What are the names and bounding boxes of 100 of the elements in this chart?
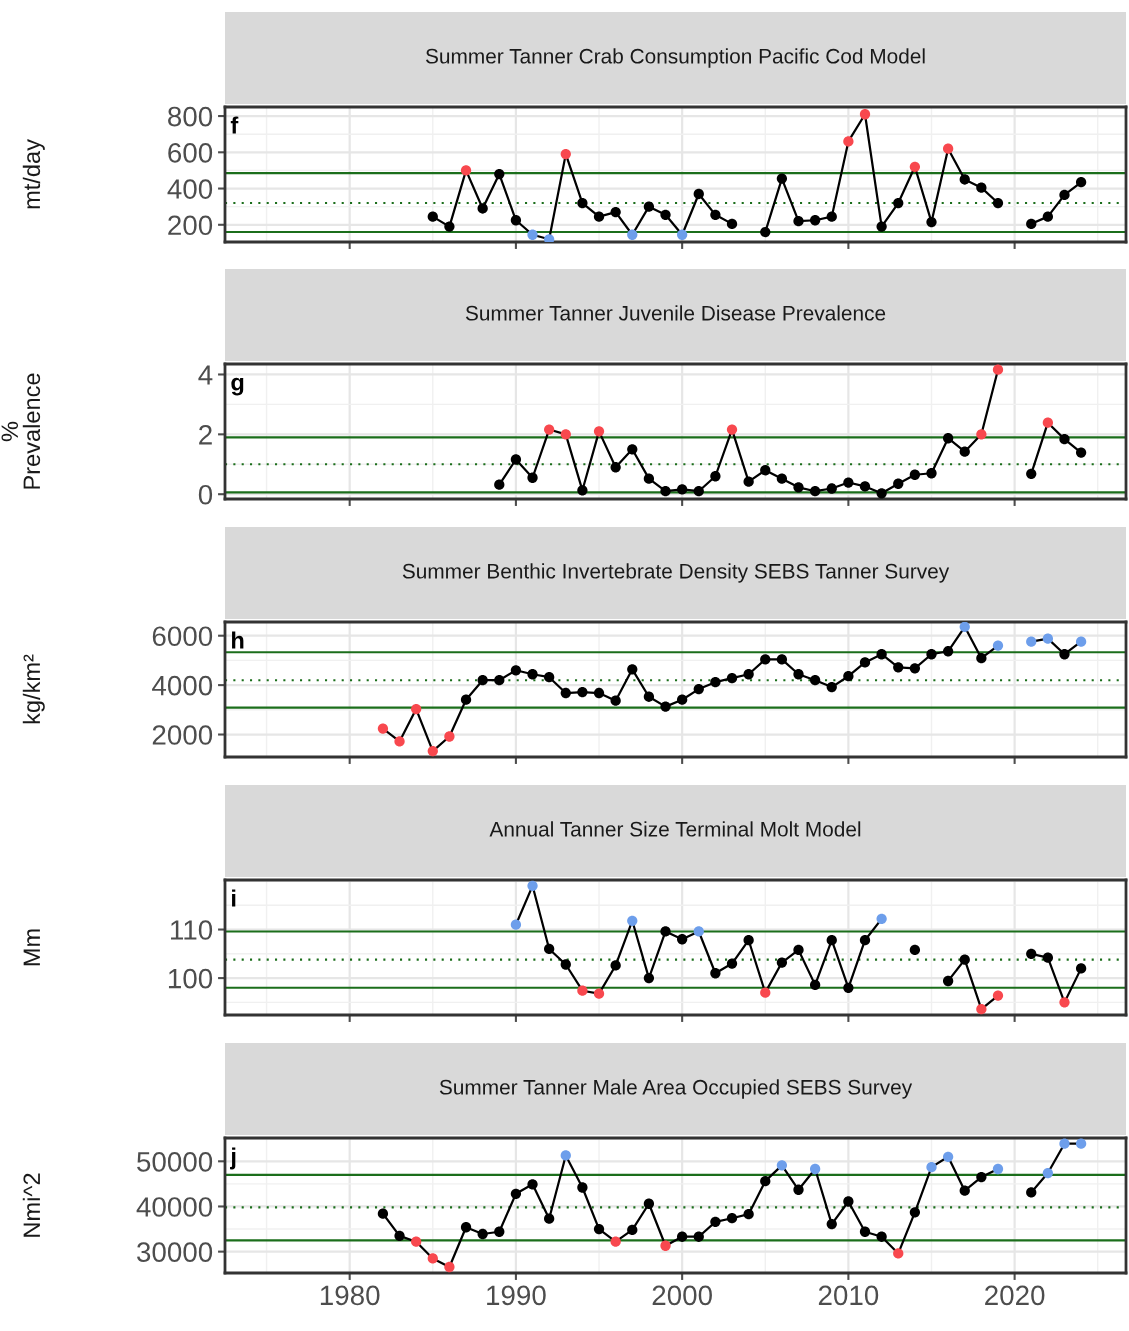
point: [826, 211, 837, 222]
point: [677, 484, 688, 495]
point: [1026, 468, 1037, 480]
point: [893, 662, 904, 673]
point: [859, 935, 871, 946]
point: [976, 182, 987, 193]
point: [876, 221, 887, 232]
point: [610, 960, 621, 971]
point: [677, 229, 688, 240]
point: [394, 1230, 405, 1241]
y-tick-label: 0: [198, 484, 213, 505]
point: [826, 483, 837, 494]
point: [1026, 1187, 1037, 1198]
point: [743, 935, 754, 946]
point: [660, 209, 671, 220]
point: [544, 424, 555, 435]
point: [992, 1163, 1004, 1175]
point: [959, 1185, 970, 1196]
point: [876, 649, 887, 660]
point: [959, 622, 970, 632]
point: [477, 675, 488, 686]
point: [909, 663, 921, 674]
point: [510, 1188, 522, 1199]
point: [976, 429, 987, 440]
y-tick-label: 30000: [137, 1242, 213, 1262]
x-tick-label: 1980: [320, 1285, 380, 1306]
point: [809, 215, 821, 226]
point: [760, 226, 771, 238]
point: [643, 972, 655, 984]
point: [477, 1228, 488, 1240]
point: [693, 683, 704, 695]
point: [710, 209, 721, 220]
point: [942, 1151, 954, 1162]
point: [693, 1231, 704, 1242]
y-axis-title: Mm: [23, 929, 40, 966]
point: [627, 664, 638, 675]
y-tick-label: 2000: [152, 725, 213, 745]
point: [494, 675, 505, 686]
point: [527, 669, 538, 680]
point: [809, 1163, 821, 1175]
point: [643, 473, 655, 484]
point: [377, 1208, 389, 1219]
point: [793, 482, 804, 493]
y-axis-title: Nmi^2: [22, 1173, 40, 1237]
point: [942, 143, 954, 154]
point: [560, 429, 571, 440]
point: [942, 975, 954, 987]
point: [726, 218, 738, 230]
point: [1059, 433, 1070, 445]
point: [826, 935, 837, 946]
point: [843, 982, 854, 993]
point: [760, 987, 771, 998]
point: [976, 653, 987, 664]
y-axis-title: kg/km²: [22, 654, 45, 724]
point: [843, 477, 854, 488]
point: [1042, 633, 1054, 644]
y-axis-title: % Prevalence: [1, 373, 41, 489]
point: [1026, 636, 1037, 647]
point: [926, 468, 937, 479]
point: [859, 657, 871, 668]
point: [510, 919, 522, 930]
annotation: f: [230, 116, 239, 134]
point: [510, 454, 522, 465]
point: [893, 197, 904, 209]
y-tick-label: 100: [168, 968, 213, 989]
point: [1059, 1138, 1070, 1149]
point: [992, 197, 1004, 209]
point: [610, 462, 621, 473]
y-axis-title: mt/day: [22, 139, 45, 209]
point: [726, 958, 738, 969]
point: [677, 694, 688, 705]
x-tick-label: 2020: [985, 1285, 1045, 1306]
point: [826, 1218, 837, 1230]
point: [843, 136, 854, 147]
point: [726, 424, 738, 435]
point: [876, 913, 887, 924]
x-tick-label: 2000: [652, 1285, 712, 1306]
point: [843, 1196, 854, 1207]
point: [677, 1231, 688, 1242]
point: [776, 173, 788, 184]
point: [743, 476, 754, 487]
point: [610, 206, 621, 218]
point: [793, 1184, 804, 1195]
point: [427, 211, 438, 222]
point: [959, 446, 970, 457]
annotation: g: [231, 377, 244, 396]
point: [959, 954, 970, 965]
annotation: i: [232, 889, 236, 907]
point: [893, 1248, 904, 1259]
point: [660, 1240, 671, 1251]
point: [992, 990, 1004, 1001]
point: [726, 1213, 738, 1224]
point: [1026, 948, 1037, 959]
point: [893, 478, 904, 489]
point: [909, 161, 921, 172]
point: [660, 486, 671, 497]
chart-title: Annual Tanner Size Terminal Molt Model: [489, 821, 861, 837]
point: [577, 686, 588, 698]
point: [909, 469, 921, 480]
point: [610, 1236, 621, 1247]
